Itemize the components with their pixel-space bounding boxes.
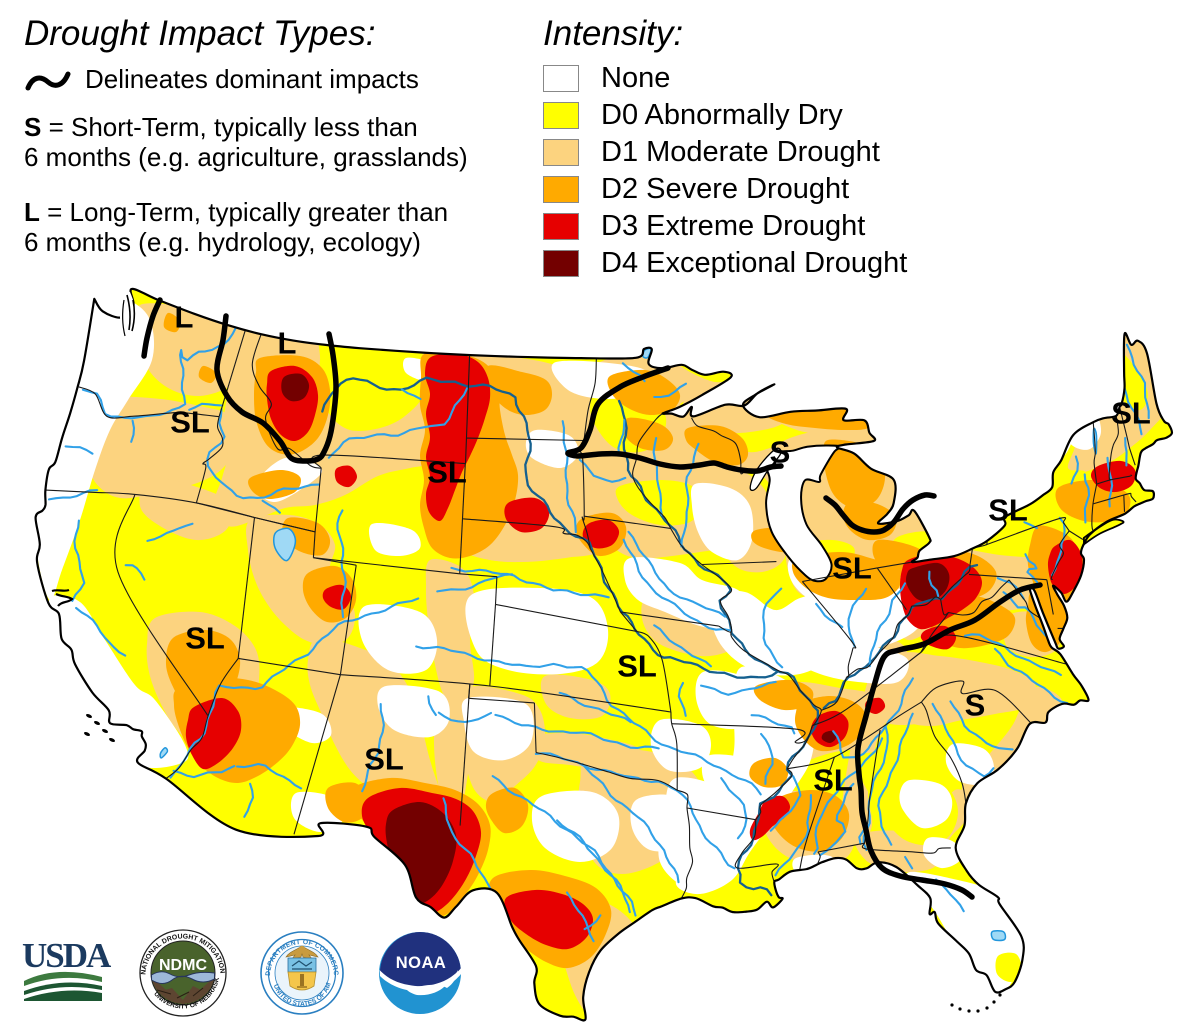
svg-text:S: S xyxy=(965,688,986,723)
svg-text:NOAA: NOAA xyxy=(396,954,447,972)
svg-text:SL: SL xyxy=(813,763,853,798)
svg-text:SL: SL xyxy=(617,649,657,684)
svg-text:SL: SL xyxy=(170,405,210,440)
svg-text:L: L xyxy=(175,300,194,335)
svg-text:SL: SL xyxy=(364,742,404,777)
svg-text:SL: SL xyxy=(427,455,467,490)
svg-text:SL: SL xyxy=(1111,396,1151,431)
svg-text:L: L xyxy=(278,326,297,361)
svg-text:S: S xyxy=(770,435,791,470)
svg-text:NDMC: NDMC xyxy=(159,957,207,974)
svg-text:SL: SL xyxy=(832,551,872,586)
svg-text:SL: SL xyxy=(185,621,225,656)
svg-text:SL: SL xyxy=(988,493,1028,528)
